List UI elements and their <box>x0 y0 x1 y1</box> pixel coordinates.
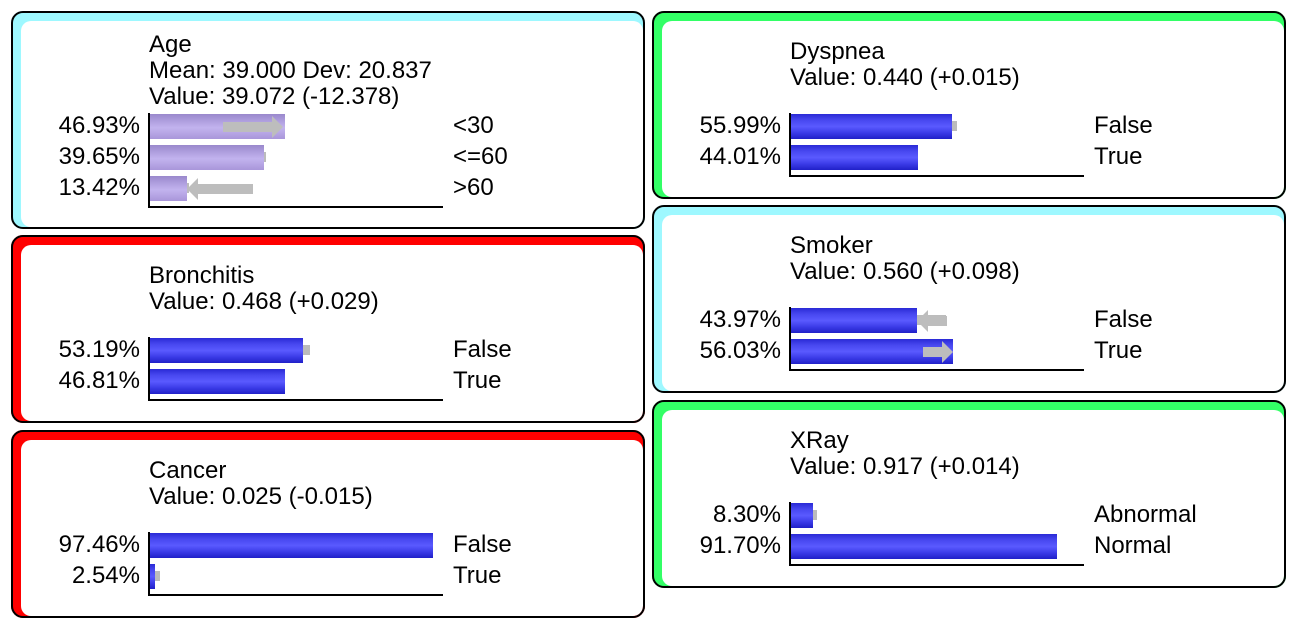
state-percent: 91.70% <box>699 532 781 559</box>
node-title: Smoker <box>790 232 873 259</box>
node-age[interactable]: Age Mean: 39.000 Dev: 20.837 Value: 39.0… <box>11 11 645 229</box>
state-label: Normal <box>1094 532 1172 559</box>
state-bar[interactable] <box>789 145 918 170</box>
state-bar[interactable] <box>789 114 952 139</box>
state-label: True <box>453 562 502 589</box>
node-title: Cancer <box>149 457 227 484</box>
state-percent: 46.81% <box>58 367 140 394</box>
arrow-left-icon <box>917 310 947 332</box>
state-bar[interactable] <box>148 533 433 558</box>
axis-horizontal <box>789 564 1084 566</box>
arrow-right-icon <box>923 341 953 363</box>
state-label: False <box>1094 306 1153 333</box>
state-percent: 53.19% <box>58 336 140 363</box>
arrow-right-icon <box>223 116 283 138</box>
node-title: XRay <box>790 427 849 454</box>
state-percent: 97.46% <box>58 531 140 558</box>
node-value: Value: 0.440 (+0.015) <box>790 64 1020 91</box>
node-value: Value: 0.025 (-0.015) <box>149 483 373 510</box>
axis-vertical <box>789 113 791 175</box>
node-cancer[interactable]: Cancer Value: 0.025 (-0.015) 97.46% False… <box>11 430 645 618</box>
arrow-left-icon <box>187 178 253 200</box>
axis-horizontal <box>148 206 443 208</box>
state-label: False <box>1094 112 1153 139</box>
axis-horizontal <box>148 594 443 596</box>
state-percent: 44.01% <box>699 143 781 170</box>
node-value: Value: 0.917 (+0.014) <box>790 453 1020 480</box>
state-percent: 46.93% <box>58 112 140 139</box>
axis-vertical <box>148 337 150 399</box>
axis-vertical <box>789 307 791 369</box>
axis-vertical <box>148 113 150 206</box>
state-percent: 56.03% <box>699 337 781 364</box>
axis-horizontal <box>789 369 1084 371</box>
state-bar[interactable] <box>148 564 155 589</box>
axis-vertical <box>148 532 150 594</box>
state-bar[interactable] <box>148 145 264 170</box>
state-bar[interactable] <box>789 503 813 528</box>
state-label: True <box>1094 143 1143 170</box>
state-label: True <box>1094 337 1143 364</box>
state-bar[interactable] <box>789 308 917 333</box>
state-percent: 13.42% <box>58 174 140 201</box>
node-smoker[interactable]: Smoker Value: 0.560 (+0.098) 43.97% False… <box>652 205 1286 393</box>
state-label: <=60 <box>453 143 508 170</box>
node-bronchitis[interactable]: Bronchitis Value: 0.468 (+0.029) 53.19% F… <box>11 235 645 423</box>
state-percent: 2.54% <box>71 562 140 589</box>
state-bar[interactable] <box>789 534 1057 559</box>
node-dyspnea[interactable]: Dyspnea Value: 0.440 (+0.015) 55.99% Fals… <box>652 11 1286 199</box>
state-label: False <box>453 336 512 363</box>
state-percent: 39.65% <box>58 143 140 170</box>
node-xray[interactable]: XRay Value: 0.917 (+0.014) 8.30% Abnormal… <box>652 400 1286 588</box>
node-title: Dyspnea <box>790 38 885 65</box>
axis-vertical <box>789 502 791 564</box>
state-percent: 43.97% <box>699 306 781 333</box>
node-mean: Mean: 39.000 Dev: 20.837 <box>149 57 432 84</box>
state-percent: 55.99% <box>699 112 781 139</box>
state-bar[interactable] <box>148 176 187 201</box>
state-label: <30 <box>453 112 494 139</box>
state-bar[interactable] <box>148 338 303 363</box>
state-percent: 8.30% <box>712 501 781 528</box>
state-label: >60 <box>453 174 494 201</box>
node-title: Bronchitis <box>149 262 255 289</box>
state-label: Abnormal <box>1094 501 1197 528</box>
state-label: False <box>453 531 512 558</box>
node-title: Age <box>149 31 192 58</box>
node-value: Value: 39.072 (-12.378) <box>149 83 400 110</box>
state-bar[interactable] <box>148 369 285 394</box>
node-value: Value: 0.468 (+0.029) <box>149 288 379 315</box>
state-label: True <box>453 367 502 394</box>
node-value: Value: 0.560 (+0.098) <box>790 258 1020 285</box>
axis-horizontal <box>789 175 1084 177</box>
axis-horizontal <box>148 399 443 401</box>
